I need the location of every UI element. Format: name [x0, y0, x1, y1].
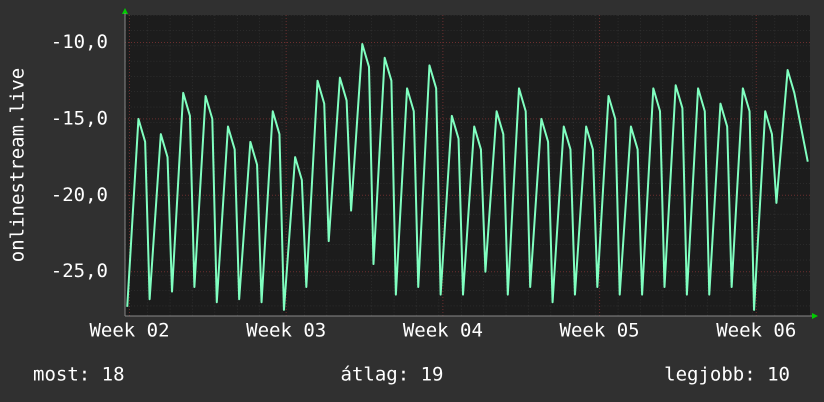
y-tick-label: -25,0 [51, 260, 108, 282]
stat-current: most: 18 [33, 364, 125, 386]
axis-arrow [812, 313, 818, 319]
x-tick-label: Week 02 [89, 320, 169, 342]
axis-arrow [122, 8, 128, 14]
x-tick-label: Week 05 [560, 320, 640, 342]
y-axis-label: onlinestream.live [7, 68, 29, 262]
minor-grid [125, 15, 810, 316]
x-tick-label: Week 03 [246, 320, 326, 342]
y-tick-label: -10,0 [51, 31, 108, 53]
y-tick-label: -20,0 [51, 184, 108, 206]
x-tick-label: Week 06 [716, 320, 796, 342]
stat-average: átlag: 19 [341, 364, 444, 386]
x-tick-label: Week 04 [403, 320, 483, 342]
data-line [126, 43, 809, 311]
stat-best: legjobb: 10 [664, 364, 790, 386]
y-tick-label: -15,0 [51, 107, 108, 129]
